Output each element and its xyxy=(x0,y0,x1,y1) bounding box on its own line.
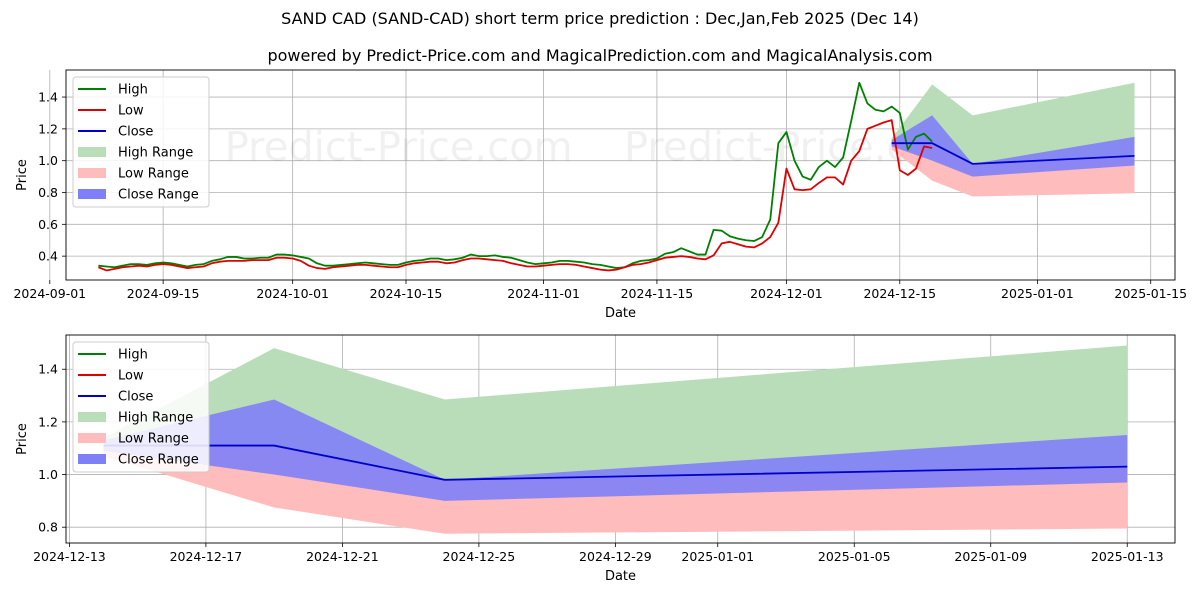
x-tick-label: 2024-11-01 xyxy=(507,286,580,301)
legend-label: High Range xyxy=(118,411,193,426)
close-series-line xyxy=(891,142,1135,165)
close-range-band xyxy=(891,115,1135,177)
legend-label: High xyxy=(118,83,148,98)
x-tick-label: 2024-09-01 xyxy=(13,286,86,301)
legend-label: Close xyxy=(118,125,153,140)
legend-label: Low Range xyxy=(118,167,189,182)
x-tick-label: 2024-09-15 xyxy=(127,286,200,301)
x-tick-label: 2024-12-29 xyxy=(579,549,652,564)
x-tick-label: 2024-12-17 xyxy=(170,549,243,564)
x-tick-label: 2025-01-01 xyxy=(681,549,754,564)
legend-label: High Range xyxy=(118,146,193,161)
legend-swatch-patch xyxy=(78,412,106,422)
legend-label: Low Range xyxy=(118,432,189,447)
y-tick-label: 1.4 xyxy=(38,362,58,377)
x-tick-label: 2025-01-13 xyxy=(1091,549,1164,564)
x-tick-label: 2025-01-05 xyxy=(818,549,891,564)
x-tick-label: 2025-01-01 xyxy=(1001,286,1074,301)
legend-swatch-patch xyxy=(78,454,106,464)
x-tick-label: 2024-10-01 xyxy=(256,286,329,301)
watermark-text: Predict-Price.com xyxy=(225,124,573,170)
x-tick-label: 2024-11-15 xyxy=(621,286,694,301)
y-tick-label: 1.4 xyxy=(38,90,58,105)
x-tick-label: 2024-12-25 xyxy=(443,549,516,564)
y-axis-label: Price xyxy=(15,423,30,455)
top-chart-group: 2024-09-01 2024-09-15 2024-10-01 2024-10-15… xyxy=(13,69,1187,321)
y-tick-label: 0.8 xyxy=(38,520,58,535)
legend-label: Close Range xyxy=(118,453,199,468)
close-range-band xyxy=(103,399,1128,501)
legend-swatch-patch xyxy=(78,147,106,157)
plot-frame xyxy=(65,334,1176,544)
y-tick-label: 0.6 xyxy=(38,217,58,232)
y-tick-label: 0.8 xyxy=(38,185,58,200)
y-tick-label: 1.2 xyxy=(38,414,58,429)
y-tick-label: 1.0 xyxy=(38,467,58,482)
low-series-line xyxy=(98,119,933,272)
legend-swatch-patch xyxy=(78,189,106,199)
legend-label: Close Range xyxy=(118,188,199,203)
legend-label: Low xyxy=(118,104,144,119)
legend-label: Close xyxy=(118,390,153,405)
bottom-chart-group: 2024-12-13 2024-12-17 2024-12-21 2024-12-25… xyxy=(15,334,1176,584)
y-axis-label: Price xyxy=(15,159,30,191)
legend-label: High xyxy=(118,348,148,363)
x-tick-label: 2025-01-15 xyxy=(1114,286,1187,301)
x-axis-label: Date xyxy=(605,306,636,321)
x-axis-label: Date xyxy=(605,569,636,584)
y-tick-label: 1.2 xyxy=(38,121,58,136)
chart-title: SAND CAD (SAND-CAD) short term price pre… xyxy=(281,9,919,28)
y-tick-label: 0.4 xyxy=(38,249,58,264)
legend: High Low Close High Range Low Range Close Ran… xyxy=(72,76,210,208)
legend-label: Low xyxy=(118,369,144,384)
x-tick-label: 2024-12-01 xyxy=(750,286,823,301)
legend-swatch-patch xyxy=(78,433,106,443)
chart-subtitle: powered by Predict-Price.com and Magical… xyxy=(267,46,933,65)
y-tick-label: 1.0 xyxy=(38,153,58,168)
x-tick-label: 2024-10-15 xyxy=(370,286,443,301)
legend: High Low Close High Range Low Range Close Ran… xyxy=(72,341,210,473)
high-series-line xyxy=(98,81,933,269)
legend-swatch-patch xyxy=(78,168,106,178)
x-tick-label: 2025-01-09 xyxy=(954,549,1027,564)
legend-box xyxy=(72,341,210,473)
x-tick-label: 2024-12-13 xyxy=(33,549,106,564)
x-tick-label: 2024-12-21 xyxy=(306,549,379,564)
x-tick-label: 2024-12-15 xyxy=(863,286,936,301)
legend-box xyxy=(72,76,210,208)
plot-frame xyxy=(65,69,1176,281)
